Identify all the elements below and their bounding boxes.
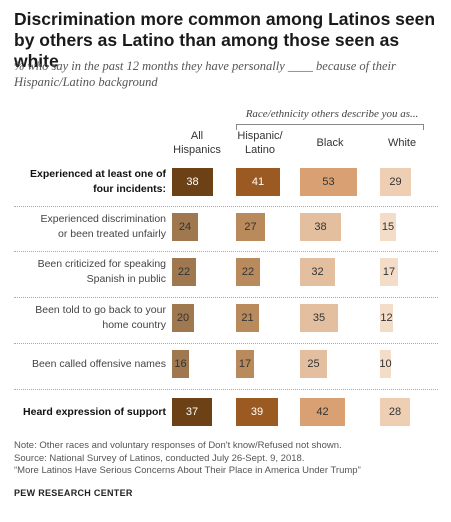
data-label: 28 (388, 406, 402, 418)
data-label: 16 (174, 358, 187, 370)
row-divider (14, 389, 438, 390)
row-divider (14, 206, 438, 207)
bar-white-been-called-offensive-names: 10 (379, 350, 392, 378)
column-header-line: All (190, 130, 204, 142)
bar-hispanic-latino-heard-expression-of-support: 39 (236, 398, 278, 426)
column-header-line: Hispanics (173, 144, 221, 156)
data-label: 53 (322, 176, 335, 188)
data-label: 37 (185, 406, 199, 418)
row-label-been-criticized-for-speaking-spanish-in-public: Been criticized for speaking Spanish in p… (38, 257, 166, 287)
data-label: 32 (311, 266, 324, 278)
source-line: Source: National Survey of Latinos, cond… (14, 452, 305, 464)
row-label-been-called-offensive-names: Been called offensive names (32, 357, 166, 372)
bar-black-been-told-to-go-back-to-your-home-country: 35 (300, 304, 338, 332)
bar-black-experienced-at-least-one-of-four-incidents: 53 (300, 168, 357, 196)
row-label-line: Been criticized for speaking (37, 258, 166, 270)
footer-brand: PEW RESEARCH CENTER (14, 488, 133, 498)
data-label: 38 (186, 176, 199, 188)
row-label-heard-expression-of-support: Heard expression of support (23, 405, 166, 420)
row-label-line: Been called offensive names (31, 357, 166, 370)
bar-black-been-criticized-for-speaking-spanish-in-public: 32 (300, 258, 335, 286)
row-label-line: or been treated unfairly (58, 228, 166, 240)
data-label: 22 (177, 266, 191, 278)
row-divider (14, 297, 438, 298)
bar-all-hispanics-experienced-at-least-one-of-four-incidents: 38 (172, 168, 213, 196)
row-label-line: Experienced discrimination (40, 213, 166, 225)
bar-all-hispanics-been-told-to-go-back-to-your-home-country: 20 (172, 304, 194, 332)
row-divider (14, 343, 438, 344)
column-header-line: Hispanic/ (237, 130, 283, 142)
bar-hispanic-latino-been-called-offensive-names: 17 (236, 350, 254, 378)
data-label: 22 (241, 266, 255, 278)
data-label: 17 (382, 266, 396, 278)
row-label-line: Experienced at least one of (30, 168, 166, 180)
data-label: 42 (316, 406, 329, 418)
bar-hispanic-latino-been-told-to-go-back-to-your-home-country: 21 (236, 304, 259, 332)
chart-notes: Note: Other races and voluntary response… (14, 440, 444, 478)
column-header-all-hispanics: All Hispanics (157, 129, 237, 157)
data-label: 25 (307, 358, 320, 370)
bar-white-been-criticized-for-speaking-spanish-in-public: 17 (380, 258, 398, 286)
column-header-black: Black (290, 136, 370, 150)
data-label: 12 (380, 312, 393, 324)
row-label-line: four incidents: (93, 183, 166, 195)
row-label-line: Spanish in public (86, 273, 166, 285)
row-label-been-told-to-go-back-to-your-home-country: Been told to go back to your home country (35, 303, 166, 333)
bar-all-hispanics-heard-expression-of-support: 37 (172, 398, 212, 426)
data-label: 21 (241, 312, 254, 324)
data-label: 38 (314, 221, 327, 233)
bar-white-experienced-discrimination-or-been-treated-unfairly: 15 (380, 213, 396, 241)
data-label: 29 (389, 176, 402, 188)
row-label-line: Heard expression of support (23, 405, 166, 418)
data-label: 15 (381, 221, 395, 233)
data-label: 20 (176, 312, 190, 324)
data-label: 24 (178, 221, 192, 233)
column-header-line: Latino (245, 144, 275, 156)
bar-black-been-called-offensive-names: 25 (300, 350, 327, 378)
bar-all-hispanics-been-criticized-for-speaking-spanish-in-public: 22 (172, 258, 196, 286)
bar-hispanic-latino-been-criticized-for-speaking-spanish-in-public: 22 (236, 258, 260, 286)
bar-white-been-told-to-go-back-to-your-home-country: 12 (380, 304, 393, 332)
column-header-hispanic-latino: Hispanic/Latino (220, 129, 300, 157)
bar-black-heard-expression-of-support: 42 (300, 398, 345, 426)
report-title-line: “More Latinos Have Serious Concerns Abou… (14, 465, 361, 476)
chart-subtitle: % who say in the past 12 months they hav… (14, 59, 396, 89)
chart-title: Discrimination more common among Latinos… (14, 9, 436, 71)
row-label-experienced-at-least-one-of-four-incidents: Experienced at least one of four incident… (30, 167, 166, 197)
note-line: Note: Other races and voluntary response… (14, 440, 342, 451)
bar-white-heard-expression-of-support: 28 (380, 398, 410, 426)
data-label: 17 (238, 358, 252, 370)
bar-hispanic-latino-experienced-at-least-one-of-four-incidents: 41 (236, 168, 280, 196)
column-header-line: White (387, 137, 417, 149)
group-bracket (236, 124, 424, 130)
data-label: 41 (251, 176, 265, 188)
row-divider (14, 251, 438, 252)
data-label: 35 (312, 312, 326, 324)
bar-hispanic-latino-experienced-discrimination-or-been-treated-unfairly: 27 (236, 213, 265, 241)
column-header-line: Black (316, 137, 344, 149)
row-label-line: Been told to go back to your (35, 304, 166, 316)
group-header: Race/ethnicity others describe you as... (245, 108, 419, 120)
bar-black-experienced-discrimination-or-been-treated-unfairly: 38 (300, 213, 341, 241)
row-label-line: home country (102, 319, 166, 331)
bar-white-experienced-at-least-one-of-four-incidents: 29 (380, 168, 411, 196)
data-label: 27 (244, 221, 257, 233)
bar-all-hispanics-been-called-offensive-names: 16 (172, 350, 189, 378)
data-label: 10 (379, 358, 392, 370)
row-label-experienced-discrimination-or-been-treated-unfairly: Experienced discrimination or been treate… (41, 212, 166, 242)
column-header-white: White (362, 136, 442, 150)
data-label: 39 (250, 406, 264, 418)
bar-all-hispanics-experienced-discrimination-or-been-treated-unfairly: 24 (172, 213, 198, 241)
